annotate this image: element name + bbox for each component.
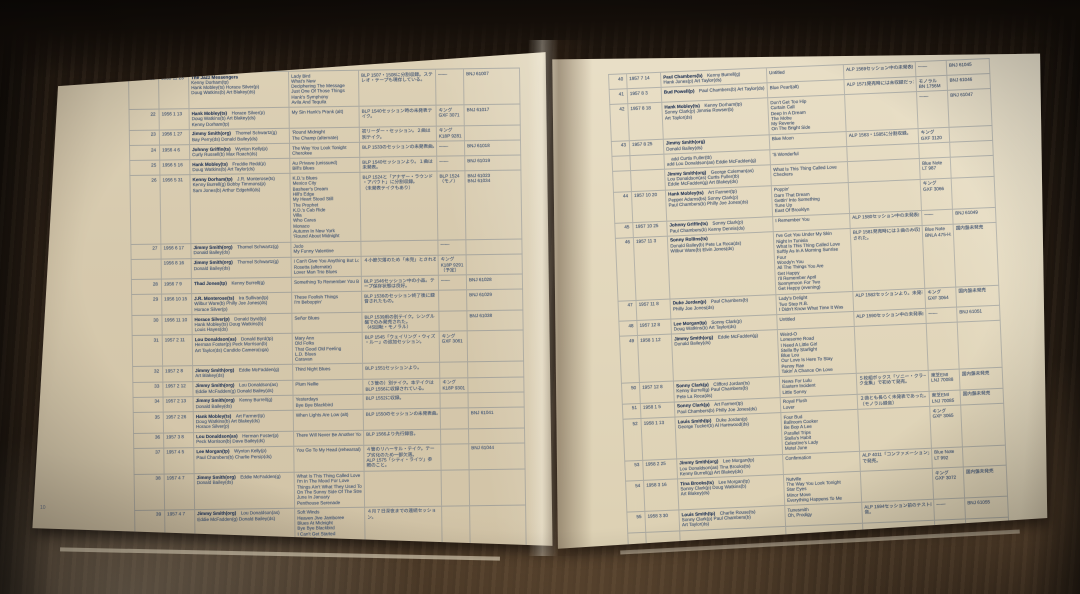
session-table-right: 40 1957 7 14 Paul Chambers(b) Kenny Burrel… bbox=[608, 58, 1010, 549]
booklet-page-right: 40 1957 7 14 Paul Chambers(b) Kenny Burrel… bbox=[542, 36, 1056, 556]
session-table-left: 21 1955 11 23 The Jazz Messengers Kenny Dor… bbox=[128, 67, 527, 546]
booklet-page-left: 21 1955 11 23 The Jazz Messengers Kenny Dor… bbox=[26, 46, 560, 554]
session-row: 38 1957 4 7 Jimmy Smith(org) Eddie McFadde… bbox=[133, 467, 527, 510]
paper-left: 21 1955 11 23 The Jazz Messengers Kenny Dor… bbox=[32, 52, 553, 546]
session-row: 21 1955 11 23 The Jazz Messengers Kenny Dor… bbox=[128, 67, 521, 110]
session-row: 39 1957 4 7 Jimmy Smith(org) Lou Donaldson… bbox=[134, 504, 527, 546]
page-number-left: 10 bbox=[40, 505, 46, 511]
paper-right: 40 1957 7 14 Paul Chambers(b) Kenny Burrel… bbox=[552, 53, 1048, 549]
session-row: 31 1957 2 11 Lou Donaldson(as) Donald Byrd… bbox=[131, 329, 525, 367]
session-row: 26 1956 5 31 Kenny Dorham(tp) J.R. Montero… bbox=[129, 169, 523, 244]
page-number-right: 11 bbox=[1008, 526, 1014, 532]
session-row: 37 1957 4 5 Lee Morgan(tp) Wynton Kelly(p)… bbox=[133, 442, 526, 474]
